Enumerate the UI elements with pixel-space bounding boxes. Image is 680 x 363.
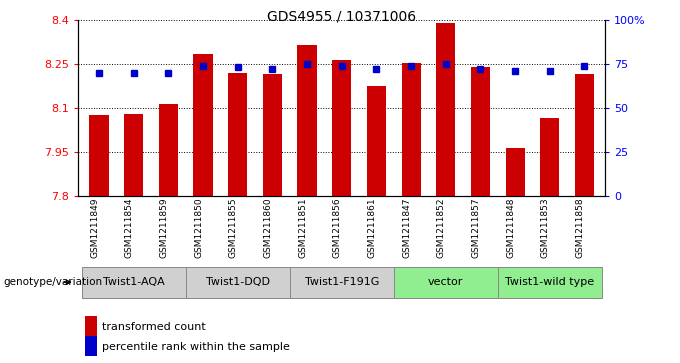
Bar — [332, 60, 352, 196]
Text: Twist1-F191G: Twist1-F191G — [305, 277, 379, 287]
Text: vector: vector — [428, 277, 463, 287]
Bar — [186, 267, 290, 298]
Bar — [575, 74, 594, 196]
Bar — [394, 267, 498, 298]
Bar — [540, 118, 559, 196]
Bar — [124, 114, 143, 196]
Text: GSM1211851: GSM1211851 — [298, 198, 307, 258]
Bar — [82, 267, 186, 298]
Text: GDS4955 / 10371006: GDS4955 / 10371006 — [267, 9, 416, 23]
Text: GSM1211856: GSM1211856 — [333, 198, 342, 258]
Text: GSM1211852: GSM1211852 — [437, 198, 445, 258]
Text: Twist1-AQA: Twist1-AQA — [103, 277, 165, 287]
Text: percentile rank within the sample: percentile rank within the sample — [102, 342, 290, 352]
Text: GSM1211854: GSM1211854 — [124, 198, 134, 258]
Bar — [194, 54, 213, 196]
Bar — [297, 45, 317, 196]
Bar — [471, 67, 490, 196]
Bar — [90, 115, 109, 196]
Text: GSM1211858: GSM1211858 — [575, 198, 584, 258]
Text: GSM1211855: GSM1211855 — [228, 198, 238, 258]
Text: GSM1211861: GSM1211861 — [367, 198, 376, 258]
Text: GSM1211848: GSM1211848 — [506, 198, 515, 258]
Text: Twist1-DQD: Twist1-DQD — [205, 277, 270, 287]
Text: transformed count: transformed count — [102, 322, 206, 332]
Bar — [505, 148, 524, 196]
Text: GSM1211853: GSM1211853 — [541, 198, 549, 258]
Bar — [159, 103, 178, 196]
Text: GSM1211850: GSM1211850 — [194, 198, 203, 258]
Text: GSM1211860: GSM1211860 — [263, 198, 273, 258]
Text: GSM1211849: GSM1211849 — [90, 198, 99, 258]
Bar — [498, 267, 602, 298]
Text: Twist1-wild type: Twist1-wild type — [505, 277, 594, 287]
Bar — [367, 86, 386, 196]
Bar — [436, 23, 455, 196]
Text: GSM1211847: GSM1211847 — [402, 198, 411, 258]
Bar — [290, 267, 394, 298]
Bar — [263, 74, 282, 196]
Bar — [401, 62, 420, 196]
Text: GSM1211857: GSM1211857 — [471, 198, 480, 258]
Text: genotype/variation: genotype/variation — [3, 277, 103, 287]
Text: GSM1211859: GSM1211859 — [159, 198, 169, 258]
Bar — [228, 73, 248, 196]
